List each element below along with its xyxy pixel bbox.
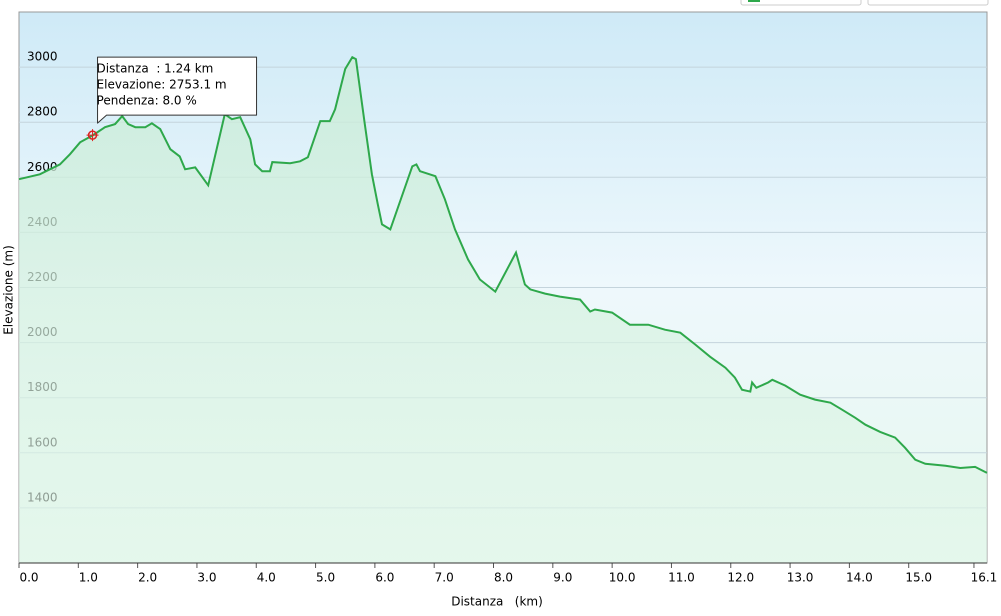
tooltip-box	[97, 56, 258, 124]
x-tick-label: 12.0	[727, 571, 754, 585]
tooltip-line: Pendenza: 8.0 %	[97, 94, 197, 108]
x-tick-label: 6.0	[375, 571, 394, 585]
x-tick-label: 1.0	[79, 571, 98, 585]
x-tick-label: 3.0	[197, 571, 216, 585]
tooltip-line: Distanza : 1.24 km	[97, 62, 214, 76]
x-tick-label: 14.0	[846, 571, 873, 585]
tooltip: Distanza : 1.24 km Elevazione: 2753.1 m Pe…	[97, 56, 258, 124]
x-tick-label: 7.0	[435, 571, 454, 585]
x-tick-label: 13.0	[787, 571, 814, 585]
tooltip-line: Elevazione: 2753.1 m	[97, 78, 227, 92]
x-tick-label: 0.0	[19, 571, 38, 585]
x-tick-label: 15.0	[905, 571, 932, 585]
legend-button[interactable]	[867, 0, 989, 6]
y-axis-title: Elevazione (m)	[2, 245, 16, 335]
x-tick-label: 9.0	[553, 571, 572, 585]
x-tick-label: 5.0	[316, 571, 335, 585]
x-tick-label: 4.0	[257, 571, 276, 585]
x-tick-label: 11.0	[668, 571, 695, 585]
area	[19, 57, 987, 563]
legend-button[interactable]	[740, 0, 862, 6]
x-tick-label: 2.0	[138, 571, 157, 585]
y-tick-label: 3000	[27, 50, 58, 64]
elevation-line	[18, 55, 988, 474]
x-axis-title: Distanza (km)	[451, 595, 543, 609]
x-tick-label: 16.1	[971, 571, 998, 585]
x-tick-label: 8.0	[494, 571, 513, 585]
y-tick-label: 2800	[27, 105, 58, 119]
x-tick-label: 10.0	[609, 571, 636, 585]
